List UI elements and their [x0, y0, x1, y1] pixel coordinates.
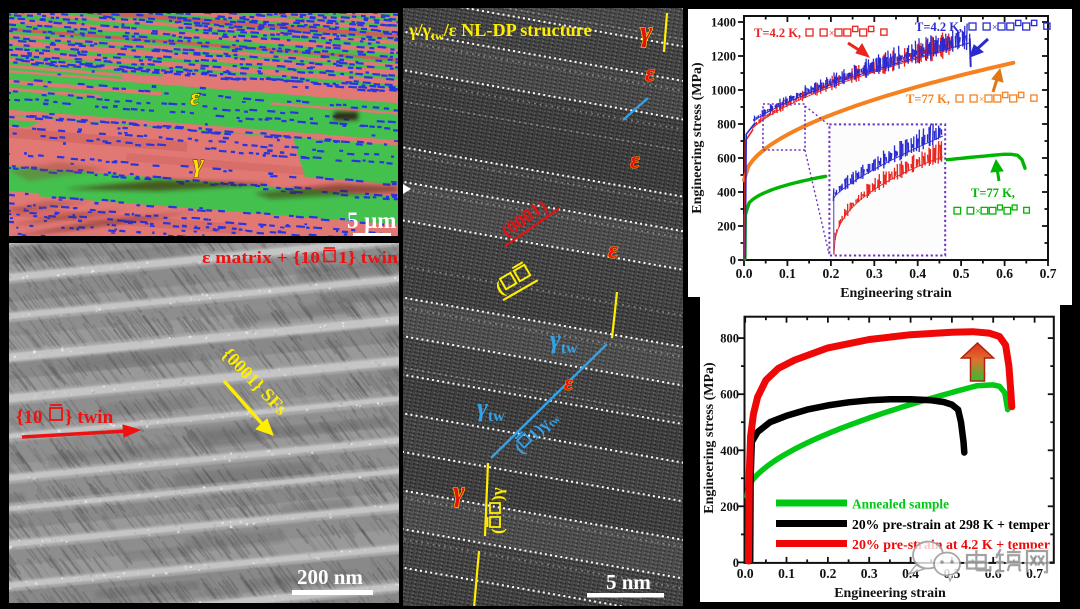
svg-text:0.7: 0.7: [1026, 566, 1043, 581]
svg-text:Engineering stress (MPa): Engineering stress (MPa): [702, 362, 717, 514]
svg-text:T=77 K,: T=77 K,: [971, 186, 1015, 200]
svg-text:×: ×: [975, 207, 981, 218]
svg-text:×: ×: [829, 29, 835, 40]
svg-text:0.4: 0.4: [909, 266, 926, 281]
svg-text:800: 800: [717, 118, 736, 132]
svg-text:×: ×: [992, 23, 998, 34]
svg-text:0.0: 0.0: [736, 266, 753, 281]
svg-text:0.1: 0.1: [778, 566, 795, 581]
svg-text:ε: ε: [564, 370, 573, 395]
svg-text:Engineering strain: Engineering strain: [834, 586, 946, 601]
svg-text:(: (: [488, 528, 507, 534]
svg-text:20% pre-strain at 4.2 K + temp: 20% pre-strain at 4.2 K + temper: [852, 537, 1050, 552]
svg-text:ε: ε: [608, 238, 618, 264]
svg-text:ε matrix + {10: ε matrix + {10: [202, 248, 320, 267]
svg-text:20% pre-strain at 298 K + temp: 20% pre-strain at 298 K + temper: [852, 517, 1050, 532]
svg-text:Engineering stress (MPa): Engineering stress (MPa): [690, 62, 705, 214]
svg-text:1000: 1000: [711, 84, 736, 98]
svg-text:1400: 1400: [711, 16, 736, 30]
svg-text:600: 600: [720, 388, 739, 402]
svg-text:γ: γ: [640, 15, 653, 48]
svg-text:0.2: 0.2: [819, 566, 836, 581]
svg-text:ε: ε: [645, 61, 655, 87]
svg-text:Annealed sample: Annealed sample: [852, 497, 949, 512]
svg-text:0.3: 0.3: [866, 266, 883, 281]
svg-text:0.7: 0.7: [1040, 266, 1057, 281]
svg-text:0: 0: [730, 254, 736, 268]
svg-text:0: 0: [733, 556, 739, 570]
svg-text:×: ×: [979, 95, 985, 106]
svg-text:T=4.2 K,: T=4.2 K,: [915, 20, 962, 34]
svg-text:{10: {10: [16, 407, 43, 428]
svg-text:ε: ε: [190, 85, 200, 111]
svg-text:0.2: 0.2: [822, 266, 839, 281]
svg-text:ε: ε: [630, 148, 640, 174]
svg-text:600: 600: [717, 152, 736, 166]
svg-text:400: 400: [720, 444, 739, 458]
svg-text:)γ: )γ: [488, 487, 507, 501]
svg-text:0.6: 0.6: [996, 266, 1013, 281]
svg-text:1200: 1200: [711, 50, 736, 64]
svg-text:γ: γ: [453, 477, 465, 508]
svg-text:γ/γtw/ε NL-DP structure: γ/γtw/ε NL-DP structure: [408, 20, 592, 43]
svg-text:400: 400: [717, 186, 736, 200]
svg-text:0.0: 0.0: [737, 566, 754, 581]
svg-text:1} twin: 1} twin: [338, 248, 399, 267]
svg-text:200: 200: [717, 220, 736, 234]
svg-text:200 nm: 200 nm: [297, 565, 363, 589]
svg-text:800: 800: [720, 332, 739, 346]
svg-text:T=4.2 K,: T=4.2 K,: [754, 26, 801, 40]
svg-text:5 μm: 5 μm: [347, 208, 396, 233]
svg-text:T=77 K,: T=77 K,: [906, 92, 950, 106]
svg-text:0.1: 0.1: [779, 266, 796, 281]
svg-text:5 nm: 5 nm: [606, 570, 651, 594]
svg-text:0.3: 0.3: [861, 566, 878, 581]
svg-text:γ: γ: [193, 149, 204, 178]
svg-text:0.5: 0.5: [953, 266, 970, 281]
svg-text:Engineering strain: Engineering strain: [840, 286, 952, 301]
svg-text:200: 200: [720, 500, 739, 514]
svg-text:} twin: } twin: [65, 407, 114, 428]
